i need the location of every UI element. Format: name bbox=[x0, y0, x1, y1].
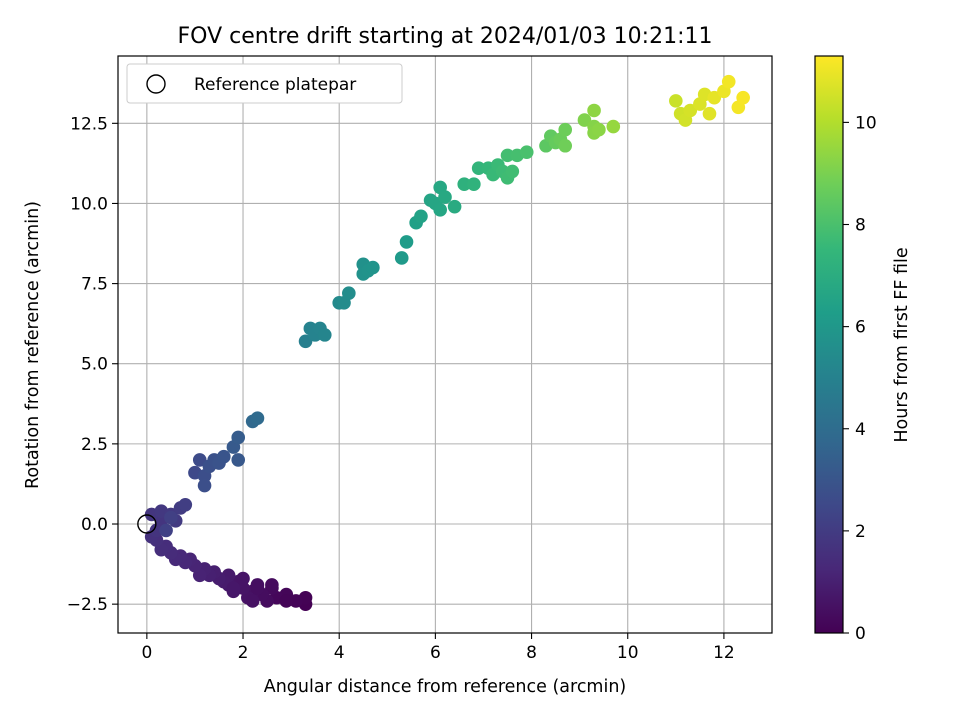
y-tick-label: 7.5 bbox=[81, 275, 108, 295]
data-point bbox=[279, 594, 294, 608]
data-point bbox=[558, 138, 573, 153]
y-tick-label: −2.5 bbox=[67, 595, 108, 615]
data-point bbox=[587, 103, 601, 118]
data-point bbox=[438, 190, 452, 204]
data-point bbox=[231, 453, 246, 467]
colorbar: 0 2 4 6 8 10 Hours from first FF file bbox=[814, 55, 912, 644]
data-point bbox=[231, 430, 246, 445]
colorbar-gradient bbox=[814, 55, 844, 634]
data-point bbox=[250, 411, 265, 426]
data-point bbox=[366, 260, 380, 275]
x-tick-label: 12 bbox=[713, 643, 735, 663]
data-point bbox=[467, 177, 481, 192]
legend-entry-reference-platepar: Reference platepar bbox=[194, 75, 356, 95]
data-point bbox=[471, 161, 486, 175]
data-point bbox=[192, 453, 207, 467]
y-tick-label: 12.5 bbox=[70, 114, 108, 134]
x-tick-label: 8 bbox=[526, 643, 537, 663]
colorbar-tick-label: 4 bbox=[855, 420, 866, 440]
plot-background bbox=[118, 56, 772, 633]
y-tick-label: 0.0 bbox=[81, 515, 108, 535]
y-axis-ticks: −2.5 0.0 2.5 5.0 7.5 10.0 12.5 bbox=[67, 114, 118, 615]
colorbar-tick-label: 10 bbox=[855, 113, 877, 133]
colorbar-ticks: 0 2 4 6 8 10 bbox=[843, 113, 877, 644]
data-point bbox=[669, 94, 683, 108]
data-point bbox=[505, 164, 520, 179]
data-point bbox=[500, 148, 515, 163]
colorbar-tick-label: 8 bbox=[855, 216, 866, 236]
data-point bbox=[342, 286, 356, 301]
data-point bbox=[433, 203, 447, 217]
colorbar-label: Hours from first FF file bbox=[892, 247, 912, 442]
x-tick-label: 0 bbox=[141, 643, 152, 663]
x-tick-label: 2 bbox=[238, 643, 249, 663]
data-point bbox=[447, 199, 462, 214]
y-tick-label: 10.0 bbox=[70, 194, 108, 214]
x-axis-label: Angular distance from reference (arcmin) bbox=[264, 677, 627, 697]
data-point bbox=[236, 571, 250, 586]
data-point bbox=[457, 177, 472, 192]
legend: Reference platepar bbox=[126, 63, 403, 104]
data-point bbox=[736, 90, 750, 105]
colorbar-tick-label: 0 bbox=[855, 624, 866, 644]
data-point bbox=[606, 119, 621, 134]
reference-platepar-marker bbox=[137, 514, 157, 534]
data-point bbox=[414, 209, 428, 224]
data-point bbox=[178, 497, 193, 512]
data-point bbox=[265, 578, 279, 592]
plot-frame bbox=[117, 55, 773, 634]
data-point bbox=[164, 510, 178, 525]
legend-box bbox=[126, 63, 403, 104]
data-point bbox=[159, 523, 173, 538]
data-point bbox=[707, 90, 722, 105]
y-axis-label: Rotation from reference (arcmin) bbox=[23, 201, 43, 489]
data-point bbox=[577, 113, 592, 127]
legend-open-circle-icon bbox=[146, 74, 166, 94]
data-point bbox=[702, 106, 717, 121]
data-point bbox=[250, 581, 265, 595]
x-tick-label: 6 bbox=[430, 643, 441, 663]
data-point bbox=[197, 478, 212, 493]
x-tick-label: 10 bbox=[617, 643, 639, 663]
y-tick-label: 2.5 bbox=[81, 435, 108, 455]
data-point bbox=[245, 594, 260, 608]
data-point bbox=[399, 235, 414, 249]
data-point bbox=[721, 74, 736, 89]
data-point bbox=[216, 449, 231, 464]
data-points bbox=[144, 74, 750, 611]
data-point bbox=[394, 251, 409, 265]
data-point bbox=[519, 145, 534, 159]
data-point bbox=[592, 122, 606, 137]
colorbar-tick-label: 2 bbox=[855, 522, 866, 542]
data-point bbox=[298, 334, 313, 349]
data-point bbox=[683, 103, 698, 118]
colorbar-tick-label: 6 bbox=[855, 318, 866, 338]
plot-area bbox=[117, 55, 773, 634]
data-point bbox=[558, 122, 573, 137]
chart-title: FOV centre drift starting at 2024/01/03 … bbox=[178, 24, 713, 49]
x-tick-label: 4 bbox=[334, 643, 345, 663]
data-point bbox=[226, 581, 241, 595]
x-axis-ticks: 0 2 4 6 8 10 12 bbox=[141, 633, 735, 663]
y-tick-label: 5.0 bbox=[81, 355, 108, 375]
data-point bbox=[317, 328, 332, 342]
data-point bbox=[289, 594, 303, 608]
